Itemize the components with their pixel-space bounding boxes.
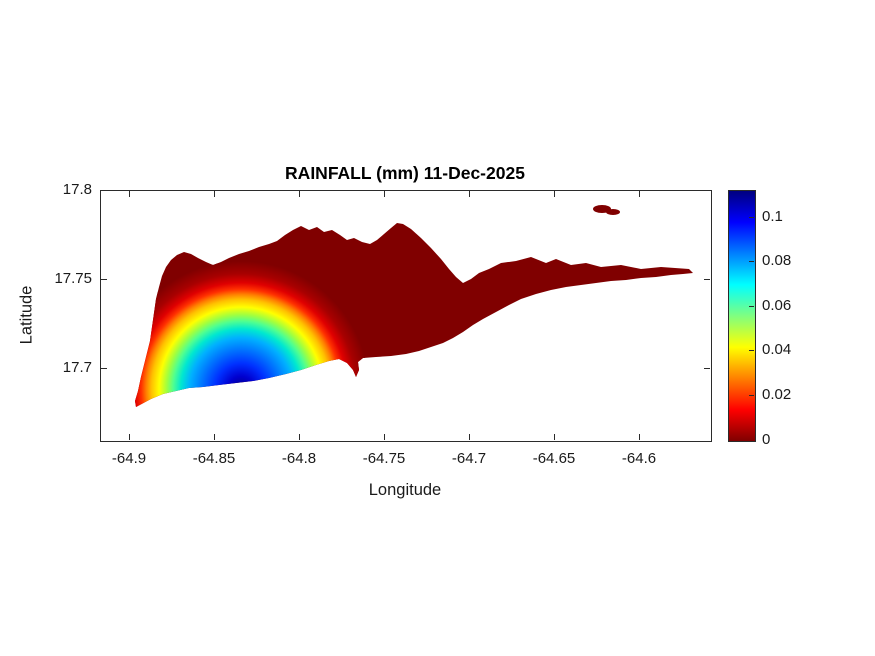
x-tick-label: -64.75 xyxy=(362,450,406,467)
x-tick-mark xyxy=(299,434,300,440)
y-tick-label: 17.75 xyxy=(54,270,92,287)
x-tick-mark xyxy=(299,191,300,197)
y-axis-label: Latitude xyxy=(17,285,36,345)
y-tick-label: 17.7 xyxy=(62,359,92,376)
plot-area xyxy=(100,190,712,442)
x-tick-label: -64.8 xyxy=(281,450,317,467)
x-tick-mark xyxy=(639,434,640,440)
x-tick-mark xyxy=(129,434,130,440)
colorbar-tick-label: 0.04 xyxy=(762,341,792,358)
x-tick-mark xyxy=(554,434,555,440)
colorbar-gradient xyxy=(728,190,756,442)
y-tick-mark xyxy=(101,279,107,280)
x-tick-label: -64.65 xyxy=(532,450,576,467)
y-tick-mark xyxy=(101,368,107,369)
x-tick-mark xyxy=(469,191,470,197)
island-map-svg xyxy=(135,205,693,407)
colorbar-tick-mark xyxy=(749,217,754,218)
y-tick-mark xyxy=(101,190,107,191)
x-tick-label: -64.85 xyxy=(192,450,236,467)
x-tick-mark xyxy=(214,434,215,440)
chart-title: RAINFALL (mm) 11-Dec-2025 xyxy=(285,163,525,183)
colorbar-tick-label: 0 xyxy=(762,431,771,448)
offshore-islet xyxy=(606,209,620,215)
x-tick-mark xyxy=(384,434,385,440)
x-tick-mark xyxy=(469,434,470,440)
colorbar-tick-label: 0.08 xyxy=(762,252,792,269)
y-tick-mark xyxy=(704,190,710,191)
x-tick-label: -64.9 xyxy=(111,450,147,467)
x-tick-mark xyxy=(129,191,130,197)
x-tick-label: -64.6 xyxy=(621,450,657,467)
x-tick-mark xyxy=(639,191,640,197)
colorbar-tick-mark xyxy=(749,261,754,262)
x-axis-label: Longitude xyxy=(368,481,442,499)
y-tick-label: 17.8 xyxy=(62,181,92,198)
colorbar-tick-mark xyxy=(749,306,754,307)
y-tick-mark xyxy=(704,368,710,369)
colorbar-tick-mark xyxy=(749,395,754,396)
colorbar-tick-label: 0.1 xyxy=(762,208,783,225)
x-tick-mark xyxy=(384,191,385,197)
colorbar-tick-mark xyxy=(749,350,754,351)
x-tick-mark xyxy=(214,191,215,197)
y-tick-mark xyxy=(704,279,710,280)
colorbar-tick-label: 0.02 xyxy=(762,386,792,403)
x-tick-label: -64.7 xyxy=(451,450,487,467)
colorbar-tick-label: 0.06 xyxy=(762,297,792,314)
x-tick-mark xyxy=(554,191,555,197)
